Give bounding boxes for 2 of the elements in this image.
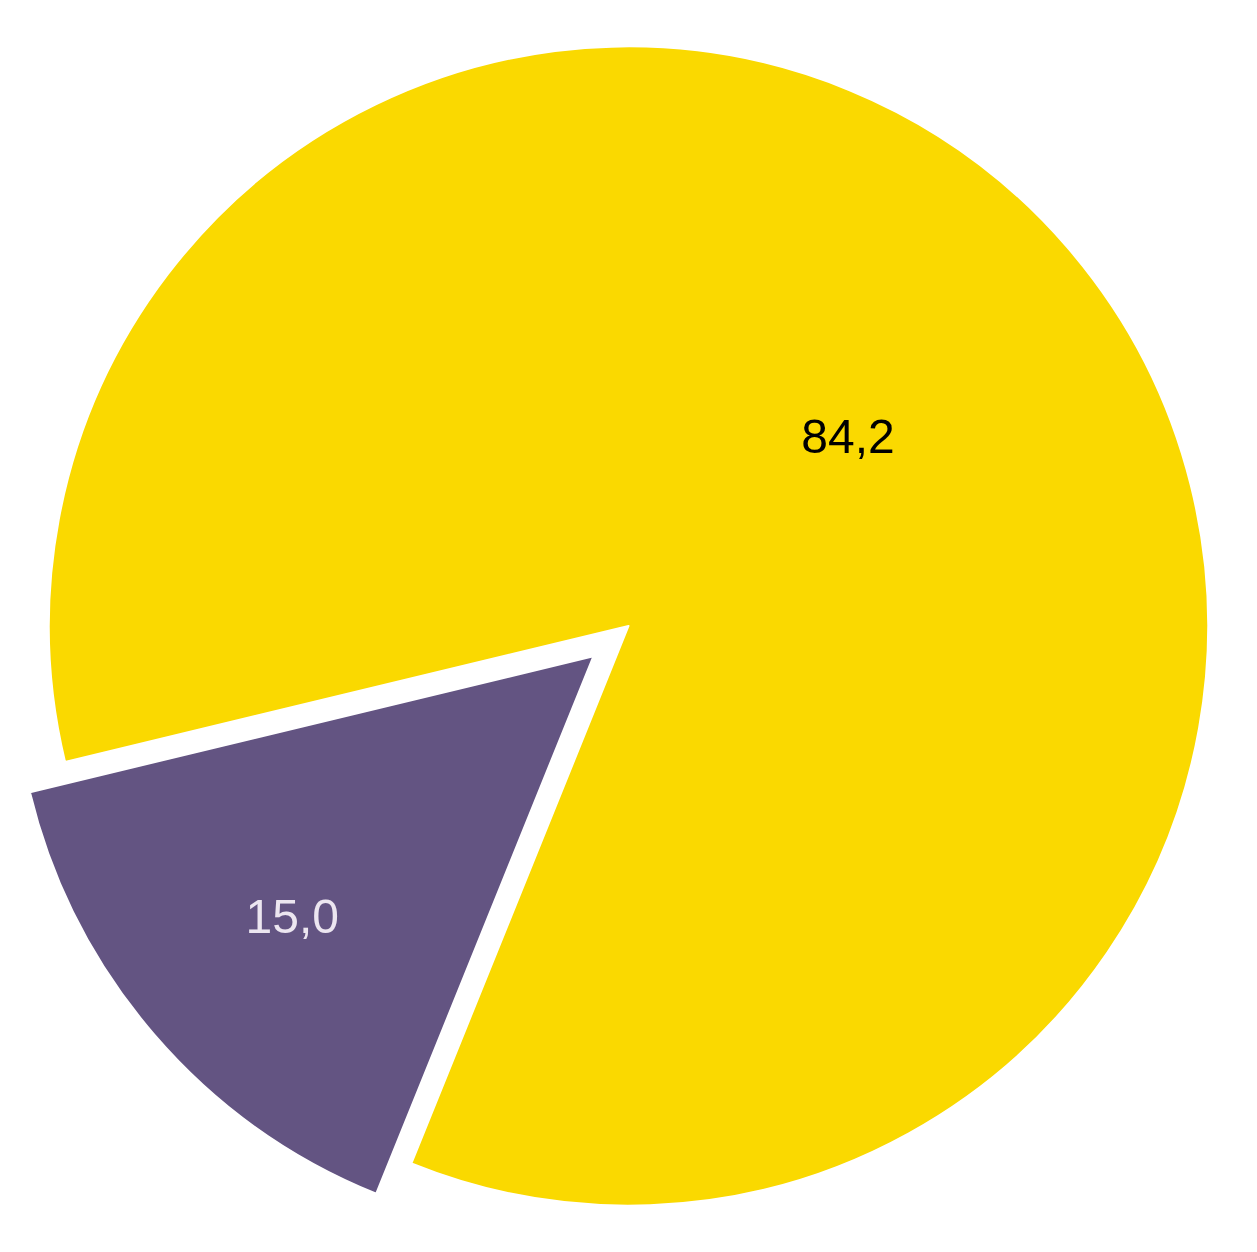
data-label: 84,2 <box>801 410 895 464</box>
data-label: 15,0 <box>245 889 339 943</box>
